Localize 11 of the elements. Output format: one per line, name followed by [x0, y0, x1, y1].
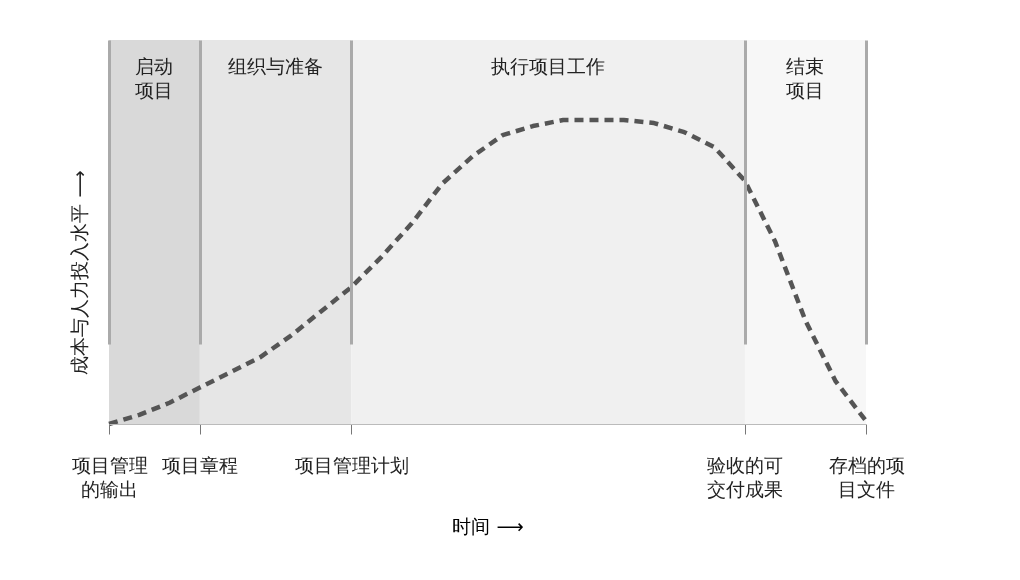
x-tick-label: 项目章程 [162, 453, 239, 476]
y-axis-title: 成本与人力投入水平 ⟶ [67, 170, 90, 375]
band-label: 启动项目 [135, 55, 174, 101]
x-tick-label: 验收的可交付成果 [707, 453, 784, 500]
x-tick-label: 存档的项目文件 [828, 453, 905, 500]
band-label: 组织与准备 [228, 55, 324, 77]
x-tick-label: 项目管理计划 [294, 453, 409, 476]
x-axis-title: 时间 ⟶ [452, 514, 524, 537]
x-tick-label: 项目管理的输出 [71, 453, 148, 500]
band-label: 结束项目 [786, 55, 825, 101]
band-label: 执行项目工作 [491, 55, 606, 77]
